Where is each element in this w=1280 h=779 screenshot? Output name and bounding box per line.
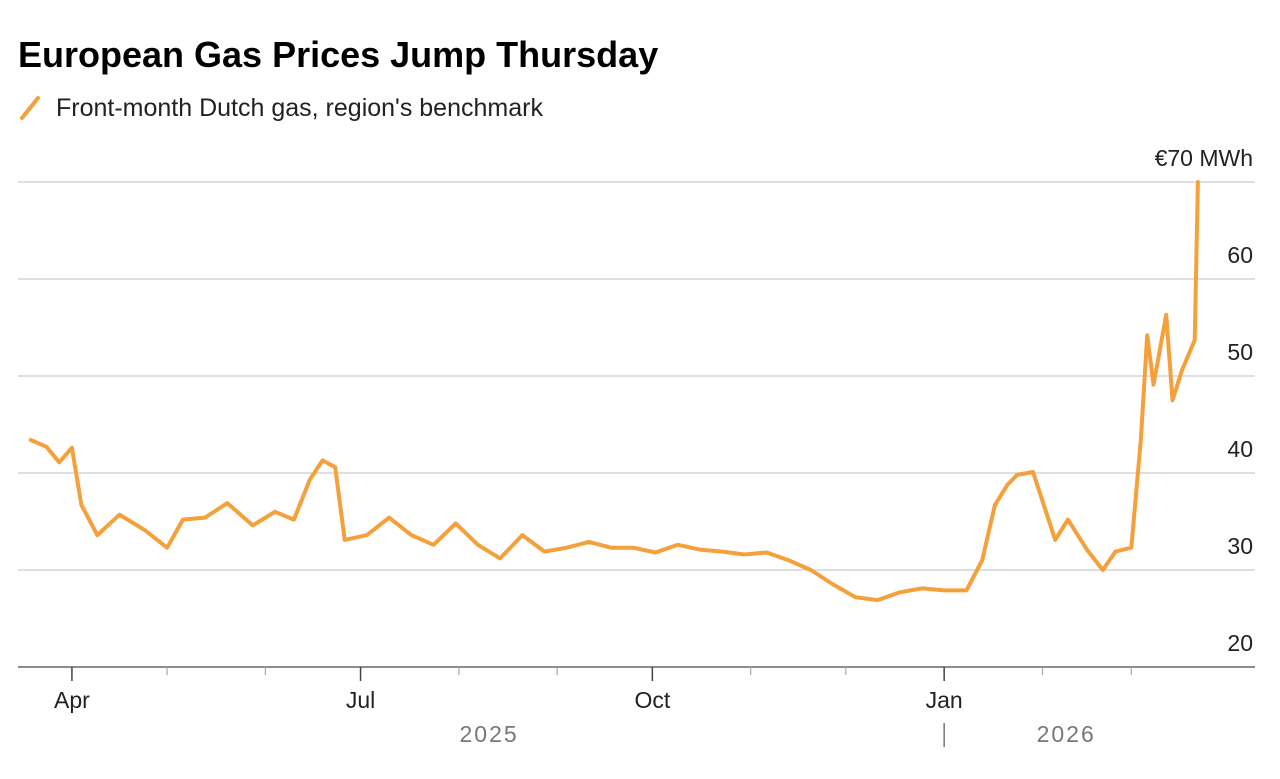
- legend-icon: [20, 96, 40, 120]
- year-label: 2026: [1037, 721, 1096, 747]
- y-tick-label: 20: [1227, 630, 1253, 656]
- y-tick-label: 60: [1227, 242, 1253, 268]
- chart-title: European Gas Prices Jump Thursday: [18, 34, 658, 75]
- y-tick-label: 50: [1227, 339, 1253, 365]
- y-tick-label: 40: [1227, 436, 1253, 462]
- x-tick-label: Oct: [634, 687, 670, 713]
- y-tick-label: 30: [1227, 533, 1253, 559]
- x-tick-label: Jan: [926, 687, 963, 713]
- year-label: 2025: [459, 721, 518, 747]
- y-tick-label: €70 MWh: [1155, 145, 1253, 171]
- x-tick-label: Apr: [54, 687, 90, 713]
- legend-label: Front-month Dutch gas, region's benchmar…: [56, 94, 543, 122]
- x-tick-label: Jul: [346, 687, 375, 713]
- data-line: [28, 180, 1200, 603]
